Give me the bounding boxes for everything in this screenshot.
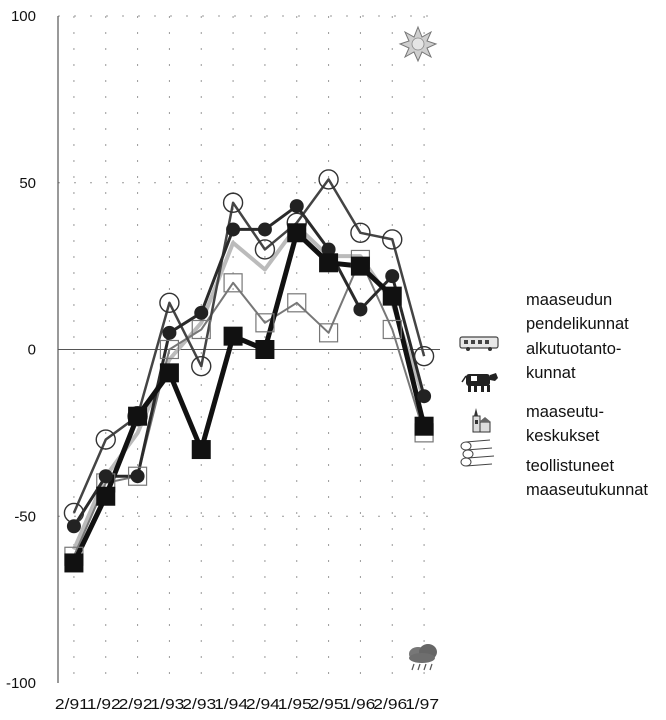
x-tick-label: 1/95 <box>278 696 312 713</box>
data-point <box>319 253 339 273</box>
data-point <box>191 319 211 340</box>
series-line-3 <box>72 258 426 557</box>
marker-layer <box>63 169 435 573</box>
data-point <box>95 429 116 450</box>
data-point <box>226 222 241 237</box>
data-point <box>159 292 180 314</box>
logs-icon <box>460 439 495 467</box>
x-tick-label: 2/93 <box>182 696 216 713</box>
data-point <box>194 305 209 320</box>
data-point <box>191 355 212 377</box>
legend-label-7: teollistuneet <box>526 457 615 475</box>
data-point <box>159 339 180 360</box>
x-tick-label: 1/97 <box>405 696 439 713</box>
sun-icon <box>398 25 438 63</box>
x-tick-label: 2/91 <box>55 696 89 713</box>
data-point <box>223 273 243 293</box>
data-point <box>414 416 434 436</box>
legend-label-5: maaseutu- <box>526 403 604 421</box>
data-point <box>128 406 148 426</box>
data-point <box>382 319 402 340</box>
data-point <box>417 389 432 404</box>
data-point <box>321 242 336 257</box>
y-tick-label: 50 <box>19 175 36 192</box>
data-point <box>353 302 368 317</box>
x-tick-label: 1/94 <box>214 696 248 713</box>
x-tick-label: 2/92 <box>119 696 153 713</box>
y-tick-label: 100 <box>11 8 36 25</box>
data-point <box>255 340 275 359</box>
data-point <box>254 239 276 260</box>
church-icon <box>472 408 491 433</box>
data-point <box>257 222 272 237</box>
data-point <box>159 363 179 383</box>
legend-label-4: kunnat <box>526 364 576 382</box>
data-point <box>255 313 275 333</box>
data-point <box>289 199 304 214</box>
y-tick-label: -50 <box>14 508 36 525</box>
data-point <box>318 323 339 343</box>
data-point <box>130 469 145 484</box>
data-point <box>287 223 307 243</box>
x-tick-label: 2/96 <box>373 696 407 713</box>
x-tick-label: 1/96 <box>341 696 375 713</box>
x-tick-label: 1/93 <box>150 696 184 713</box>
data-point <box>350 256 370 276</box>
data-point <box>98 469 113 484</box>
data-point <box>382 286 402 306</box>
cow-icon <box>461 373 498 392</box>
data-point <box>162 325 177 340</box>
legend-label-6: keskukset <box>526 427 600 445</box>
data-point <box>191 440 211 460</box>
data-point <box>318 169 339 190</box>
y-tick-label: -100 <box>6 675 36 692</box>
legend-label-2: pendelikunnat <box>526 315 629 333</box>
x-tick-label: 2/95 <box>310 696 344 713</box>
series-layer <box>71 178 427 564</box>
data-point <box>96 486 116 506</box>
data-point <box>222 192 244 213</box>
bus-icon <box>459 336 499 351</box>
data-point <box>413 345 435 367</box>
data-point <box>66 519 81 534</box>
data-point <box>382 229 403 250</box>
legend-label-1: maaseudun <box>526 291 613 309</box>
legend-label-3: alkutuotanto- <box>526 340 622 358</box>
y-tick-label: 0 <box>28 342 36 359</box>
data-point <box>64 553 84 573</box>
rain-cloud-icon <box>409 644 437 671</box>
x-tick-label: 2/94 <box>246 696 280 713</box>
data-point <box>287 293 307 313</box>
legend-label-8: maaseutukunnat <box>526 481 649 499</box>
data-point <box>385 269 400 284</box>
data-point <box>350 222 371 243</box>
data-point <box>127 466 148 486</box>
data-point <box>223 326 243 346</box>
x-tick-label: 1/92 <box>87 696 121 713</box>
tick-labels: 100500-50-1002/911/922/921/932/931/942/9… <box>6 8 439 713</box>
axes <box>57 16 440 683</box>
